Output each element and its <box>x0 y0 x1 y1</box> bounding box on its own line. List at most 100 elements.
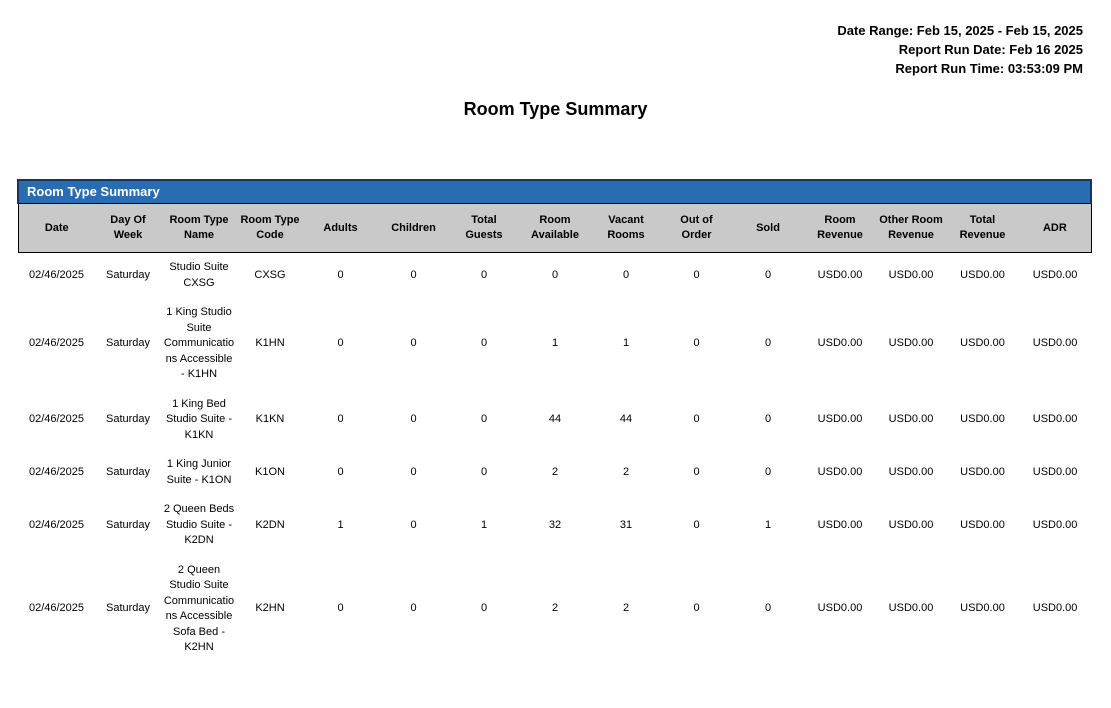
cell-room-revenue: USD0.00 <box>804 555 876 663</box>
cell-total-guests: 0 <box>449 450 519 495</box>
cell-day-of-week: Saturday <box>95 252 161 298</box>
column-header-day-of-week: Day Of Week <box>95 203 161 253</box>
cell-other-room-revenue: USD0.00 <box>876 450 946 495</box>
cell-room-revenue: USD0.00 <box>804 298 876 390</box>
cell-adr: USD0.00 <box>1019 495 1092 556</box>
cell-room-type-name: 2 Queen Studio Suite Communications Acce… <box>161 555 237 663</box>
cell-room-revenue: USD0.00 <box>804 389 876 450</box>
cell-other-room-revenue: USD0.00 <box>876 555 946 663</box>
cell-day-of-week: Saturday <box>95 450 161 495</box>
cell-total-revenue: USD0.00 <box>946 389 1019 450</box>
cell-sold: 0 <box>732 450 804 495</box>
cell-other-room-revenue: USD0.00 <box>876 389 946 450</box>
cell-day-of-week: Saturday <box>95 555 161 663</box>
column-header-out-of-order: Out of Order <box>661 203 732 253</box>
cell-adults: 0 <box>303 252 378 298</box>
cell-total-guests: 1 <box>449 495 519 556</box>
cell-total-guests: 0 <box>449 298 519 390</box>
cell-vacant-rooms: 31 <box>591 495 661 556</box>
cell-out-of-order: 0 <box>661 495 732 556</box>
column-header-adr: ADR <box>1019 203 1092 253</box>
report-meta: Date Range: Feb 15, 2025 - Feb 15, 2025 … <box>0 0 1111 78</box>
cell-children: 0 <box>378 252 449 298</box>
page-title: Room Type Summary <box>463 99 648 119</box>
cell-adults: 0 <box>303 450 378 495</box>
column-header-total-guests: Total Guests <box>449 203 519 253</box>
column-header-sold: Sold <box>732 203 804 253</box>
cell-date: 02/46/2025 <box>18 450 95 495</box>
cell-total-guests: 0 <box>449 555 519 663</box>
cell-room-type-name: 2 Queen Beds Studio Suite - K2DN <box>161 495 237 556</box>
cell-day-of-week: Saturday <box>95 389 161 450</box>
cell-room-type-code: K1KN <box>237 389 303 450</box>
cell-out-of-order: 0 <box>661 389 732 450</box>
cell-room-available: 2 <box>519 555 591 663</box>
cell-vacant-rooms: 2 <box>591 555 661 663</box>
cell-room-available: 44 <box>519 389 591 450</box>
report-run-date: Report Run Date: Feb 16 2025 <box>898 42 1083 57</box>
cell-sold: 1 <box>732 495 804 556</box>
cell-total-guests: 0 <box>449 389 519 450</box>
table-row: 02/46/2025 Saturday 1 King Junior Suite - … <box>18 450 1092 495</box>
column-header-children: Children <box>378 203 449 253</box>
cell-adr: USD0.00 <box>1019 389 1092 450</box>
cell-vacant-rooms: 2 <box>591 450 661 495</box>
cell-room-type-code: K1HN <box>237 298 303 390</box>
column-header-vacant-rooms: Vacant Rooms <box>591 203 661 253</box>
table-row: 02/46/2025 Saturday 1 King Bed Studio Suit… <box>18 389 1092 450</box>
table-section-title: Room Type Summary <box>16 179 1093 204</box>
column-header-room-available: Room Available <box>519 203 591 253</box>
column-header-room-type-code: Room Type Code <box>237 203 303 253</box>
cell-date: 02/46/2025 <box>18 298 95 390</box>
cell-date: 02/46/2025 <box>18 495 95 556</box>
cell-total-revenue: USD0.00 <box>946 298 1019 390</box>
cell-sold: 0 <box>732 555 804 663</box>
room-type-summary-table: Room Type Summary Date Day Of Week Room Ty… <box>16 179 1093 663</box>
column-header-date: Date <box>17 203 95 253</box>
cell-adults: 0 <box>303 389 378 450</box>
table-row: 02/46/2025 Saturday 2 Queen Beds Studio Su… <box>18 495 1092 556</box>
table-row: 02/46/2025 Saturday 1 King Studio Suite Co… <box>18 298 1092 390</box>
cell-room-type-code: K2DN <box>237 495 303 556</box>
table-row: 02/46/2025 Saturday Studio Suite CXSG CXSG 0… <box>18 252 1092 298</box>
column-header-total-revenue: Total Revenue <box>946 203 1019 253</box>
cell-room-type-name: 1 King Junior Suite - K1ON <box>161 450 237 495</box>
cell-room-type-name: 1 King Studio Suite Communications Acces… <box>161 298 237 390</box>
cell-children: 0 <box>378 389 449 450</box>
cell-adr: USD0.00 <box>1019 450 1092 495</box>
cell-room-type-code: K1ON <box>237 450 303 495</box>
cell-adr: USD0.00 <box>1019 298 1092 390</box>
cell-total-revenue: USD0.00 <box>946 252 1019 298</box>
column-header-row: Date Day Of Week Room Type Name Room Type C… <box>17 203 1092 253</box>
cell-adr: USD0.00 <box>1019 252 1092 298</box>
cell-out-of-order: 0 <box>661 450 732 495</box>
column-header-room-type-name: Room Type Name <box>161 203 237 253</box>
cell-total-revenue: USD0.00 <box>946 555 1019 663</box>
cell-room-available: 32 <box>519 495 591 556</box>
cell-room-available: 2 <box>519 450 591 495</box>
column-header-room-revenue: Room Revenue <box>804 203 876 253</box>
cell-sold: 0 <box>732 389 804 450</box>
cell-total-revenue: USD0.00 <box>946 495 1019 556</box>
cell-children: 0 <box>378 298 449 390</box>
cell-children: 0 <box>378 450 449 495</box>
cell-children: 0 <box>378 555 449 663</box>
cell-vacant-rooms: 0 <box>591 252 661 298</box>
column-header-other-room-revenue: Other Room Revenue <box>876 203 946 253</box>
cell-room-type-name: 1 King Bed Studio Suite - K1KN <box>161 389 237 450</box>
cell-day-of-week: Saturday <box>95 495 161 556</box>
cell-total-revenue: USD0.00 <box>946 450 1019 495</box>
cell-vacant-rooms: 1 <box>591 298 661 390</box>
cell-other-room-revenue: USD0.00 <box>876 252 946 298</box>
cell-adr: USD0.00 <box>1019 555 1092 663</box>
cell-sold: 0 <box>732 252 804 298</box>
cell-day-of-week: Saturday <box>95 298 161 390</box>
cell-date: 02/46/2025 <box>18 252 95 298</box>
section-title-row: Room Type Summary <box>16 179 1093 204</box>
cell-room-revenue: USD0.00 <box>804 450 876 495</box>
cell-room-type-name: Studio Suite CXSG <box>161 252 237 298</box>
cell-total-guests: 0 <box>449 252 519 298</box>
column-header-adults: Adults <box>303 203 378 253</box>
cell-room-available: 1 <box>519 298 591 390</box>
cell-vacant-rooms: 44 <box>591 389 661 450</box>
